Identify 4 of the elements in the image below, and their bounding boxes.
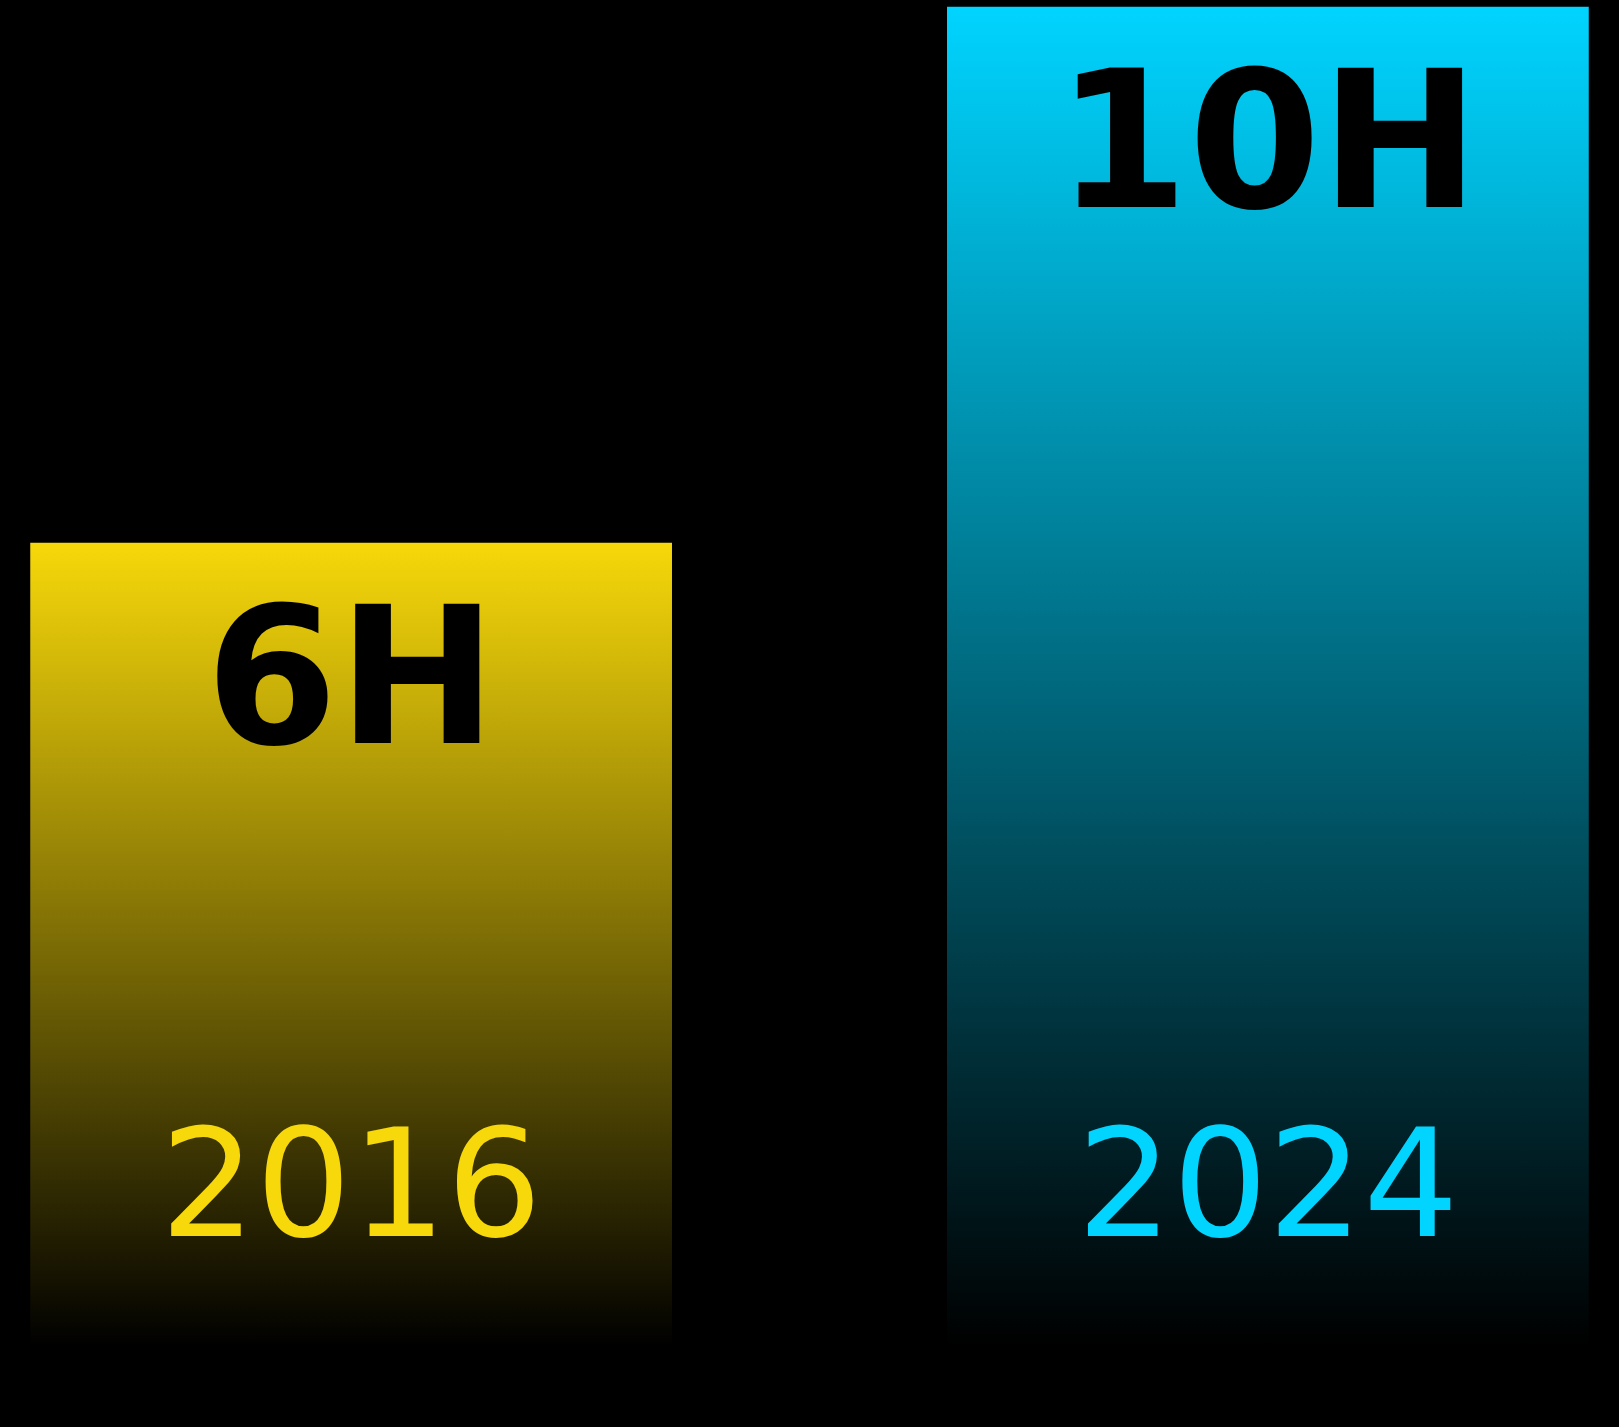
data-label: 6H [205, 566, 497, 788]
x-tick-label: 2024 [1077, 1097, 1459, 1271]
data-label: 10H [1056, 30, 1480, 252]
x-tick-label: 2016 [160, 1097, 542, 1271]
